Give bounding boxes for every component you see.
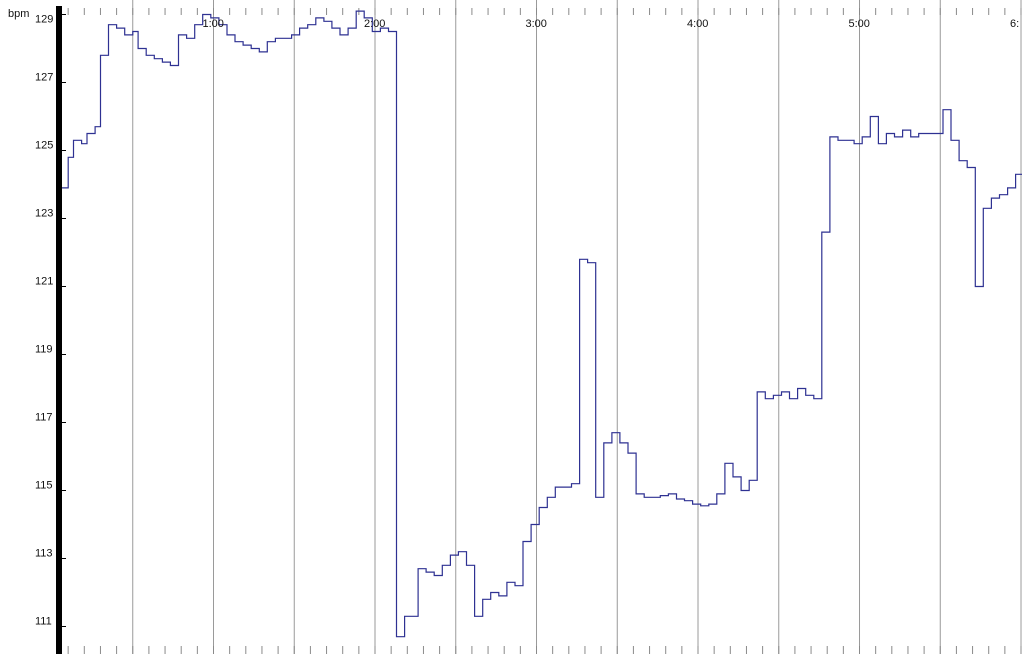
grid-lines [132,0,1022,654]
y-tick-label: 125 [35,140,53,152]
x-tick-label: 4:00 [687,18,708,30]
axis-ticks [67,8,1022,654]
x-tick-label: 1:00 [203,18,224,30]
heart-rate-series-line [57,10,1022,638]
y-tick-label: 127 [35,72,53,84]
x-tick-label: 2:00 [364,18,385,30]
y-tick-label: 121 [35,276,53,288]
y-tick-label: 129 [35,14,53,26]
y-axis-line [56,6,62,654]
y-tick-label: 113 [35,548,53,560]
y-tick-labels: 129 127 125 123 121 119 117 115 113 111 [35,14,66,628]
y-axis-unit-label: bpm [8,8,29,20]
series-layer [57,10,1022,638]
x-tick-label: 5:00 [849,18,870,30]
y-tick-label: 119 [35,344,53,356]
y-tick-label: 117 [35,412,53,424]
y-tick-label: 123 [35,208,53,220]
y-tick-label: 111 [35,616,52,628]
x-tick-label: 6: [1010,18,1019,30]
x-tick-label: 3:00 [526,18,547,30]
y-tick-label: 115 [35,480,53,492]
x-tick-labels: 1:00 2:00 3:00 4:00 5:00 6: [203,18,1020,30]
